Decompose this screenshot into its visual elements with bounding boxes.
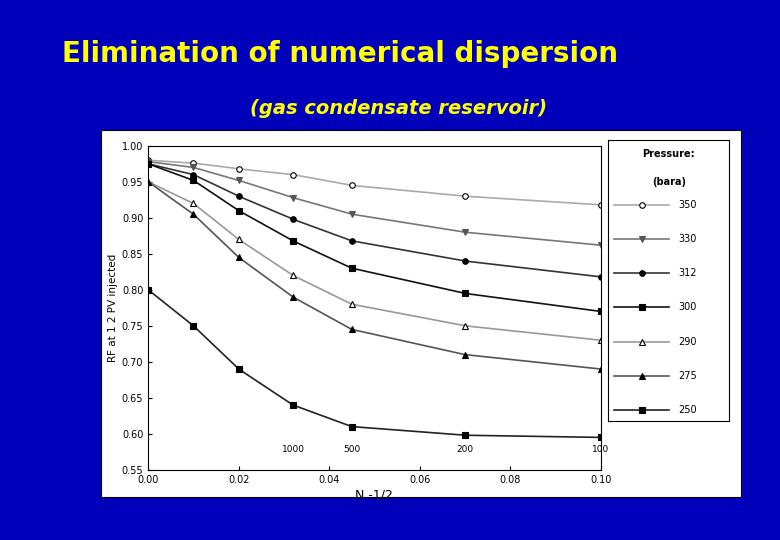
- Text: 500: 500: [343, 445, 360, 454]
- Text: 1000: 1000: [282, 445, 304, 454]
- Text: 290: 290: [679, 336, 697, 347]
- Text: 100: 100: [592, 445, 609, 454]
- Text: 312: 312: [679, 268, 697, 278]
- Y-axis label: RF at 1 2 PV injected: RF at 1 2 PV injected: [108, 254, 118, 362]
- Text: 275: 275: [679, 371, 697, 381]
- Text: Elimination of numerical dispersion: Elimination of numerical dispersion: [62, 40, 619, 68]
- Text: 250: 250: [679, 405, 697, 415]
- Text: Pressure:: Pressure:: [643, 149, 695, 159]
- Text: 200: 200: [456, 445, 473, 454]
- X-axis label: N -1/2: N -1/2: [356, 489, 393, 502]
- Text: 300: 300: [679, 302, 697, 313]
- Text: (bara): (bara): [652, 177, 686, 187]
- Text: 330: 330: [679, 234, 697, 244]
- Text: (gas condensate reservoir): (gas condensate reservoir): [250, 98, 547, 118]
- Text: 350: 350: [679, 200, 697, 210]
